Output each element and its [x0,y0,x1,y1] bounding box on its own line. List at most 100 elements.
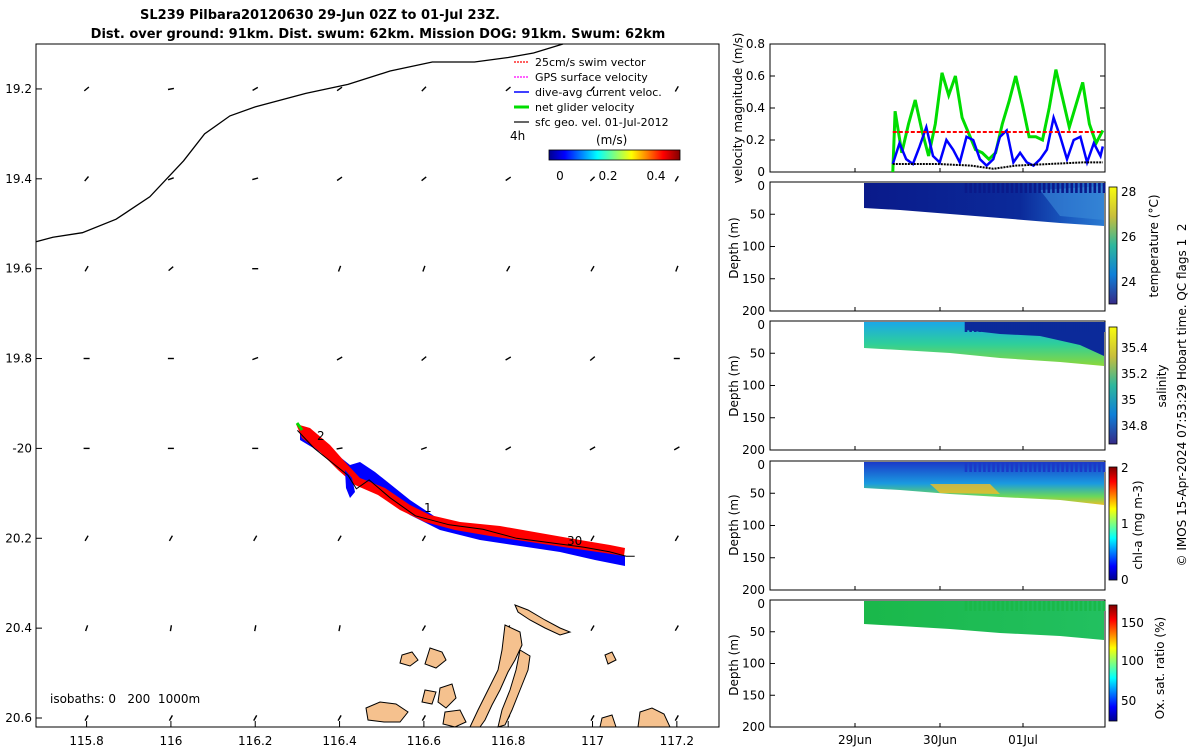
geo-vector-arrow [168,266,174,272]
salinity-panel: salinity 35.4 35.2 35 34.8 Depth (m) [727,320,1169,451]
time-tick-label: 30Jun [923,733,957,747]
geo-vector-arrow [338,625,341,632]
map-y-tick-label: 20.4 [5,621,32,635]
geo-vector-arrow [84,625,89,632]
depth-tick-label: 100 [742,379,765,393]
geo-vector-arrow [589,356,596,362]
velocity-panel: 0 0.2 0.4 0.6 0.8 velocity magnitude (m/s) [731,33,1106,184]
geo-vector-arrow [336,447,343,450]
oxygen-cbar-tick-150: 150 [1121,616,1144,630]
geo-vector-arrow [421,625,427,632]
chla-ylabel: Depth (m) [727,494,741,555]
island-7 [421,689,437,705]
map-panel: 2 1 30 115.8 116 116.2 116.4 116.6 116.8 117 11… [5,43,720,748]
chla-cbar-tick-1: 1 [1121,517,1129,531]
oxygen-colorbar [1108,604,1118,722]
geo-vector-arrow [421,715,427,721]
legend-net: net glider velocity [535,101,635,114]
geo-vector-arrow [167,87,175,91]
geo-vector-arrow [254,625,257,632]
geo-vector-arrow [252,356,259,361]
map-y-tick-label: -20 [12,441,32,455]
geo-vector-arrow [84,715,89,721]
island-12 [604,651,617,665]
colorbar-unit: (m/s) [596,133,627,147]
geo-vector-arrow [589,446,596,451]
time-tick-label: 01Jul [1008,733,1038,747]
time-tick-label: 29Jun [838,733,872,747]
geo-vector-arrow [84,265,89,272]
temperature-cbar-tick-26: 26 [1121,230,1136,244]
coastline [35,43,564,243]
temperature-colorbar [1108,186,1118,305]
depth-tick-label: 200 [742,443,765,457]
salinity-fresh-patch [965,322,1104,356]
dive-avg-dip [345,470,355,498]
oxygen-cbar-tick-50: 50 [1121,694,1136,708]
depth-tick-label: 150 [742,411,765,425]
geo-vector-arrow [505,176,512,182]
geo-vector-arrow [589,176,596,182]
geo-vector-arrow [336,356,343,361]
track-label-1: 1 [424,501,432,515]
geo-vector-arrow [337,265,342,272]
temperature-colorbar-label: temperature (°C) [1147,195,1161,298]
salinity-cbar-tick-34-8: 34.8 [1121,419,1148,433]
chla-cbar-tick-2: 2 [1121,461,1129,475]
geo-vector-arrow [168,715,174,721]
oxygen-cbar-tick-100: 100 [1121,654,1144,668]
geo-vector-arrow [252,177,259,181]
islands [365,604,671,728]
depth-tick-label: 150 [742,688,765,702]
geo-vector-arrow [674,535,679,542]
legend-swim: 25cm/s swim vector [535,56,646,69]
geo-vector-arrow [422,265,426,272]
depth-tick-label: 0 [757,318,765,332]
depth-tick-label: 200 [742,583,765,597]
legend-geo: sfc geo. vel. 01-Jul-2012 [535,116,669,129]
geo-vector-arrow [337,535,342,542]
geo-vector-arrow [505,86,511,92]
geo-vector-arrow [84,176,90,182]
chla-panel: chl-a (mg m-3) 2 1 0 Depth (m) [727,460,1145,591]
depth-tick-label: 50 [750,625,765,639]
colorbar-tick-0-4: 0.4 [646,169,665,183]
map-x-tick-label: 116.6 [407,734,441,748]
depth-tick-label: 150 [742,272,765,286]
net-glider-velocity-start [295,422,304,431]
title-line-1: SL239 Pilbara20120630 29-Jun 02Z to 01-J… [140,8,500,23]
island-8 [365,701,409,723]
geo-vector-arrow [252,86,259,92]
geo-vector-arrow [674,715,679,721]
island-4 [424,647,447,669]
geo-vector-arrow [590,86,595,92]
geo-vector-arrow [674,175,679,182]
map-x-tick-label: 115.8 [69,734,103,748]
map-x-tick-label: 116.2 [238,734,272,748]
colorbar-tick-0: 0 [556,169,564,183]
geo-vector-arrow [590,715,595,721]
geo-vector-arrow [505,356,512,361]
track-label-2: 2 [317,429,325,443]
island-6 [437,683,457,709]
temperature-warm-patch [1040,186,1104,220]
map-y-tick-label: 19.8 [5,352,32,366]
depth-tick-label: 100 [742,657,765,671]
map-y-tick-label: 20.2 [5,531,32,545]
map-x-tick-label: 117 [581,734,604,748]
map-x-tick-label: 116.4 [322,734,356,748]
geo-vector-arrow [336,176,343,182]
geo-vector-arrow [253,535,258,542]
depth-tick-label: 50 [750,346,765,360]
island-5 [399,651,419,667]
temperature-cbar-tick-24: 24 [1121,275,1136,289]
legend-gps: GPS surface velocity [535,71,648,84]
speed-colorbar [548,149,681,161]
geo-vector-arrow [590,535,595,542]
velocity-ylabel: velocity magnitude (m/s) [731,33,745,184]
salinity-dive-marks [964,322,1106,332]
geo-vector-arrow [675,265,679,272]
velocity-y-tick-label: 0.6 [746,69,765,83]
salinity-colorbar [1108,326,1118,445]
velocity-y-tick-label: 0.8 [746,37,765,51]
